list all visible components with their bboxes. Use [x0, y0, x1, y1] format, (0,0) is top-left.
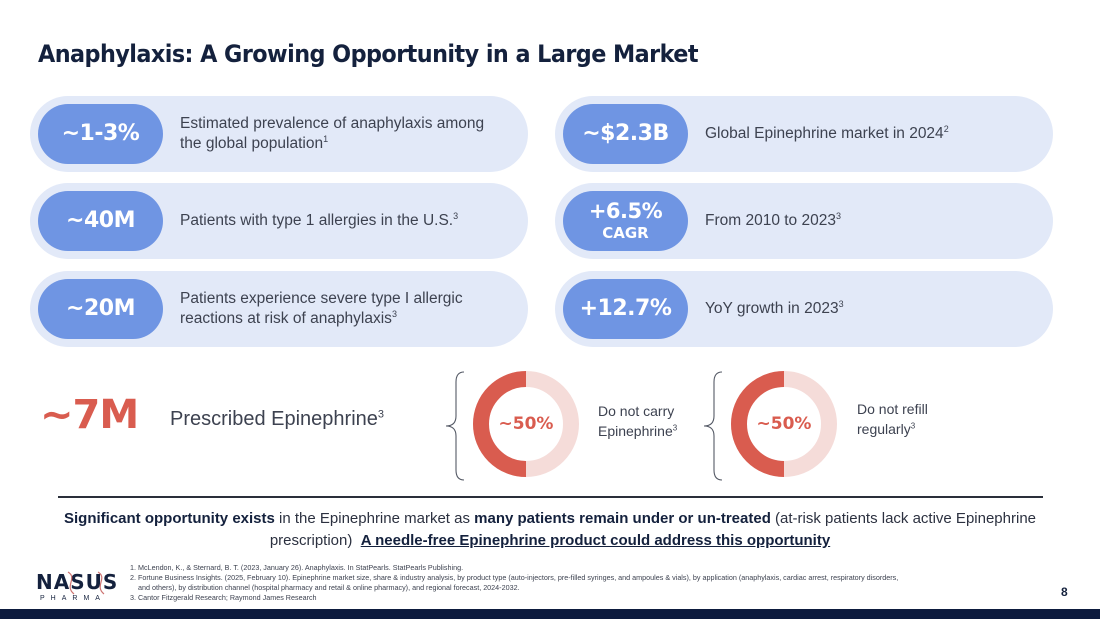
summary-key-message: A needle-free Epinephrine product could …	[360, 532, 831, 549]
left-brace-icon	[445, 371, 465, 481]
stat-description: Estimated prevalence of anaphylaxis amon…	[180, 96, 508, 172]
stat-text: YoY growth in 2023	[705, 299, 839, 317]
logo-helix-icon	[67, 571, 105, 595]
stat-value: ~40M	[66, 208, 135, 233]
stat-card-type1-allergies: ~40M Patients with type 1 allergies in t…	[30, 183, 528, 259]
donut-caption-do-not-refill: Do not refill regularly3	[857, 400, 928, 439]
caption-line: Do not carry	[598, 403, 675, 419]
stat-value: +6.5%	[588, 199, 663, 223]
logo-name: NASUS	[36, 570, 119, 594]
stat-card-prevalence: ~1-3% Estimated prevalence of anaphylaxi…	[30, 96, 528, 172]
donut-caption-do-not-carry: Do not carry Epinephrine3	[598, 402, 677, 441]
stat-card-yoy-growth: +12.7% YoY growth in 20233	[555, 271, 1053, 347]
footnote-marker: 3	[838, 298, 844, 309]
stat-value: +12.7%	[579, 296, 672, 321]
stat-subvalue: CAGR	[602, 224, 649, 242]
donut-value-label: ~50%	[498, 414, 554, 434]
summary-text-1: in the Epinephrine market as	[274, 510, 475, 527]
stat-card-severe-reactions: ~20M Patients experience severe type I a…	[30, 271, 528, 347]
footer-bar	[0, 609, 1100, 619]
stat-description: Global Epinephrine market in 20242	[705, 96, 1033, 172]
page-number: 8	[1061, 585, 1068, 599]
section-divider	[58, 496, 1043, 498]
donut-value-label: ~50%	[756, 414, 812, 434]
caption-line: regularly3	[857, 420, 928, 440]
summary-bold-2: many patients remain under or un-treated	[474, 510, 771, 527]
caption-line: Do not refill	[857, 401, 928, 417]
footnote-marker: 1	[323, 133, 329, 144]
donut-chart-do-not-refill: ~50%	[730, 370, 838, 478]
footnote-marker: 3	[377, 408, 385, 421]
footnote-marker: 3	[835, 210, 841, 221]
reference-item: 3. Cantor Fitzgerald Research; Raymond J…	[130, 593, 317, 602]
reference-item-continued: and others), by distribution channel (ho…	[138, 583, 520, 592]
footnote-marker: 3	[910, 420, 916, 430]
prescribed-label: Prescribed Epinephrine3	[170, 408, 384, 431]
stat-card-cagr: +6.5% CAGR From 2010 to 20233	[555, 183, 1053, 259]
references: 1. McLendon, K., & Sternard, B. T. (2023…	[130, 563, 1085, 603]
stat-pill: ~1-3%	[38, 104, 163, 164]
donut-svg	[731, 371, 837, 477]
stat-description: From 2010 to 20233	[705, 183, 1033, 259]
stat-value: ~$2.3B	[582, 121, 669, 146]
donut-chart-do-not-carry: ~50%	[472, 370, 580, 478]
stat-text: Patients with type 1 allergies in the U.…	[180, 211, 454, 229]
stat-pill: ~$2.3B	[563, 104, 688, 164]
logo-subtitle: PHARMA	[40, 595, 106, 602]
footnote-marker: 3	[453, 210, 459, 221]
donut-value-arc	[731, 371, 785, 477]
stat-pill: +6.5% CAGR	[563, 191, 688, 251]
reference-item: 1. McLendon, K., & Sternard, B. T. (2023…	[130, 563, 464, 572]
stat-text: Estimated prevalence of anaphylaxis amon…	[180, 114, 485, 152]
stat-value: ~20M	[66, 296, 135, 321]
caption-text: Epinephrine	[598, 422, 673, 439]
stat-card-market-size: ~$2.3B Global Epinephrine market in 2024…	[555, 96, 1053, 172]
caption-line: Epinephrine3	[598, 422, 677, 442]
stat-value: ~1-3%	[61, 121, 140, 146]
left-brace-icon	[703, 371, 723, 481]
stat-pill: +12.7%	[563, 279, 688, 339]
summary-text-2: (at-risk patients lack active Epinephrin…	[269, 510, 1041, 549]
prescribed-stat: ~7M	[40, 392, 139, 438]
caption-text: regularly	[857, 420, 911, 437]
stat-text: Global Epinephrine market in 2024	[705, 124, 944, 142]
stat-description: Patients experience severe type I allerg…	[180, 271, 508, 347]
stat-pill: ~20M	[38, 279, 163, 339]
stat-text: From 2010 to 2023	[705, 211, 836, 229]
stat-description: YoY growth in 20233	[705, 271, 1033, 347]
prescribed-label-text: Prescribed Epinephrine	[170, 408, 378, 430]
stat-text: Patients experience severe type I allerg…	[180, 289, 463, 327]
slide-title: Anaphylaxis: A Growing Opportunity in a …	[38, 40, 699, 68]
footnote-marker: 2	[943, 123, 949, 134]
stat-pill: ~40M	[38, 191, 163, 251]
footnote-marker: 3	[391, 308, 397, 319]
donut-svg	[473, 371, 579, 477]
footnote-marker: 3	[672, 422, 678, 432]
summary-statement: Significant opportunity exists in the Ep…	[50, 508, 1050, 552]
donut-value-arc	[473, 371, 527, 477]
stat-description: Patients with type 1 allergies in the U.…	[180, 183, 508, 259]
reference-item: 2. Fortune Business Insights. (2025, Feb…	[130, 573, 899, 582]
nasus-pharma-logo: NASUS PHARMA	[36, 570, 117, 606]
summary-bold-1: Significant opportunity exists	[64, 510, 275, 527]
